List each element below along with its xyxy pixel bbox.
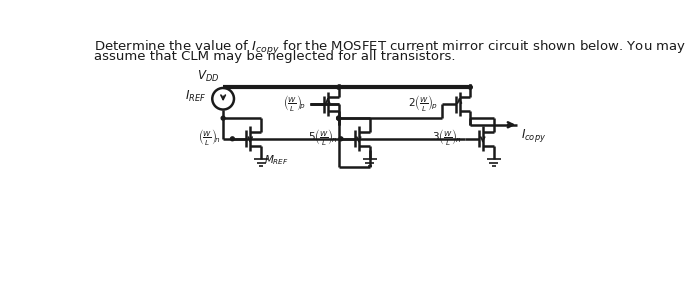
- Circle shape: [468, 85, 472, 89]
- Circle shape: [337, 116, 340, 120]
- Circle shape: [337, 116, 340, 120]
- Text: Determine the value of $I_{copy}$ for the MOSFET current mirror circuit shown be: Determine the value of $I_{copy}$ for th…: [94, 39, 686, 57]
- Text: $3\left(\frac{W}{L}\right)_{\!n}$: $3\left(\frac{W}{L}\right)_{\!n}$: [431, 127, 461, 147]
- Text: $I_{REF}$: $I_{REF}$: [185, 89, 206, 104]
- Text: $I_{copy}$: $I_{copy}$: [521, 127, 546, 144]
- Circle shape: [337, 85, 340, 89]
- Text: $2\left(\frac{W}{L}\right)_{\!p}$: $2\left(\frac{W}{L}\right)_{\!p}$: [408, 93, 438, 113]
- Circle shape: [230, 137, 235, 141]
- Circle shape: [221, 116, 225, 120]
- Text: $\left(\frac{W}{L}\right)_{\!n}$: $\left(\frac{W}{L}\right)_{\!n}$: [198, 127, 220, 147]
- Circle shape: [339, 137, 343, 141]
- Text: assume that CLM may be neglected for all transistors.: assume that CLM may be neglected for all…: [94, 50, 455, 63]
- Text: $V_{DD}$: $V_{DD}$: [197, 69, 219, 84]
- Text: $5\left(\frac{W}{L}\right)_{\!n}$: $5\left(\frac{W}{L}\right)_{\!n}$: [307, 127, 337, 147]
- Text: $M_{REF}$: $M_{REF}$: [264, 153, 289, 167]
- Text: $\left(\frac{W}{L}\right)_{\!p}$: $\left(\frac{W}{L}\right)_{\!p}$: [283, 93, 306, 113]
